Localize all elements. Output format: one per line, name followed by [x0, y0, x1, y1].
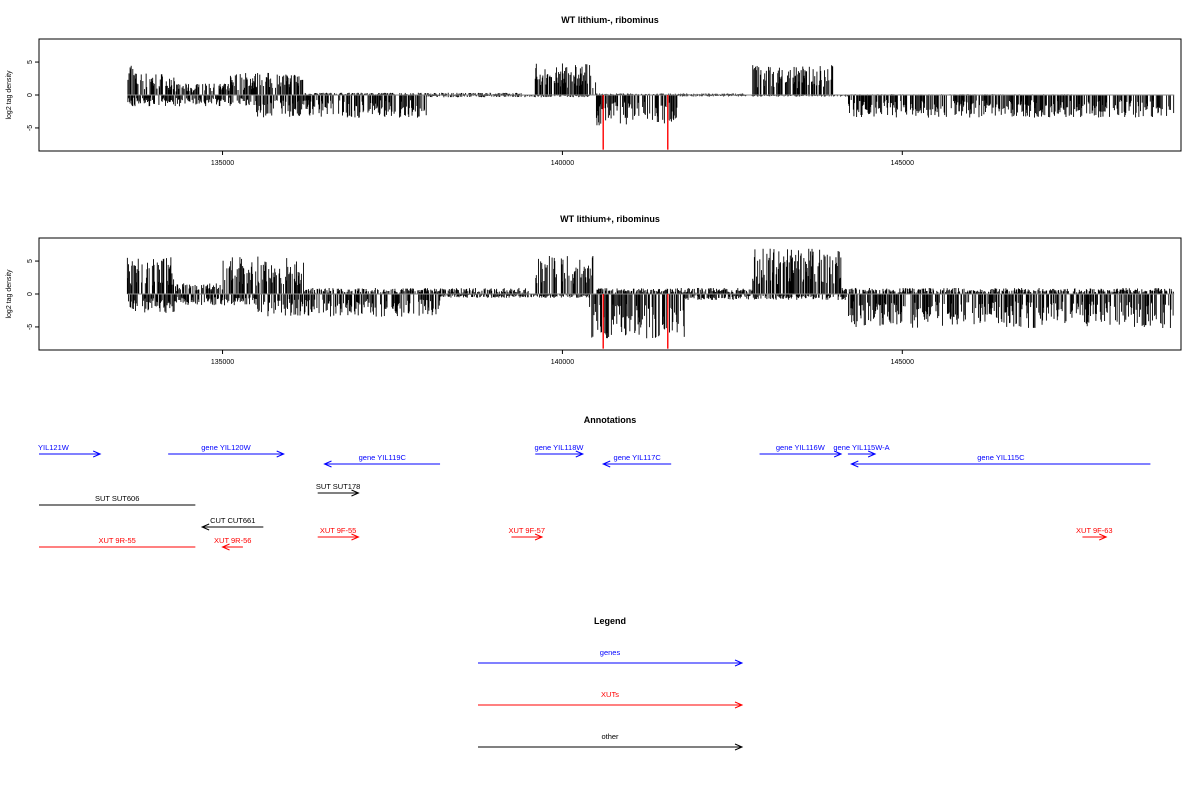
- feature-label: gene YIL117C: [614, 453, 662, 462]
- feature-label: gene YIL118W: [535, 443, 585, 452]
- feature-other: CUT CUT661: [200, 516, 264, 531]
- peak-group: [602, 95, 669, 150]
- x-tick-label: 145000: [891, 160, 914, 167]
- feature-label: XUT 9R-56: [214, 536, 251, 545]
- feature-label: gene YIL120W: [201, 443, 251, 452]
- feature-gene: gene YIL117C: [601, 453, 672, 468]
- legend-label: genes: [600, 648, 621, 657]
- y-tick-label: 0: [27, 292, 34, 296]
- y-axis: 5 0 -5: [27, 259, 39, 330]
- legend-item-xut: XUTs: [478, 690, 744, 709]
- feature-label: gene YIL115C: [977, 453, 1025, 462]
- feature-other: SUT SUT178: [316, 482, 360, 497]
- bar-group: [126, 248, 1174, 339]
- feature-gene: gene YIL118W: [535, 443, 585, 458]
- feature-label: XUT 9R-55: [98, 536, 135, 545]
- y-tick-label: 5: [27, 60, 34, 64]
- track-panel-lithium-plus: WT lithium+, ribominus 135000 140000 14500…: [6, 214, 1182, 366]
- y-tick-label: 5: [27, 259, 34, 263]
- feature-label: SUT SUT178: [316, 482, 360, 491]
- x-axis: 135000 140000 145000: [211, 350, 914, 366]
- feature-gene: gene YIL120W: [168, 443, 285, 458]
- panel-title: WT lithium+, ribominus: [560, 214, 660, 224]
- y-axis-label: log2 tag density: [6, 269, 13, 319]
- feature-gene: gene YIL115W-A: [833, 443, 890, 458]
- feature-label: SUT SUT606: [95, 494, 139, 503]
- feature-label: XUT 9F-57: [508, 526, 545, 535]
- feature-gene: gene YIL115C: [850, 453, 1151, 468]
- y-tick-label: -5: [27, 125, 34, 131]
- feature-label: YIL121W: [38, 443, 70, 452]
- legend-items: genes XUTs other: [478, 648, 744, 751]
- annotation-tracks: YIL121W gene YIL120W gene YIL119C gene YIL1…: [38, 443, 1151, 551]
- x-axis: 135000 140000 145000: [211, 151, 914, 167]
- annotations-panel: Annotations YIL121W gene YIL120W gene YIL1…: [38, 415, 1151, 551]
- legend-label: XUTs: [601, 690, 619, 699]
- y-tick-label: -5: [27, 324, 34, 330]
- legend: Legend genes XUTs other: [478, 616, 744, 751]
- x-tick-label: 145000: [891, 359, 914, 366]
- x-tick-label: 140000: [551, 160, 574, 167]
- bar-group: [127, 63, 1175, 126]
- x-tick-label: 135000: [211, 160, 234, 167]
- feature-xut: XUT 9R-55: [39, 536, 196, 548]
- y-axis: 5 0 -5: [27, 60, 39, 131]
- feature-label: CUT CUT661: [210, 516, 255, 525]
- feature-gene: gene YIL116W: [759, 443, 843, 458]
- y-tick-label: 0: [27, 93, 34, 97]
- annotations-title: Annotations: [584, 415, 637, 425]
- legend-item-other: other: [478, 732, 744, 751]
- feature-xut: XUT 9F-55: [317, 526, 360, 541]
- x-tick-label: 135000: [211, 359, 234, 366]
- track-panel-lithium-minus: WT lithium-, ribominus 135000 140000 14500…: [6, 15, 1182, 167]
- legend-title: Legend: [594, 616, 626, 626]
- feature-label: XUT 9F-55: [320, 526, 357, 535]
- legend-item-gene: genes: [478, 648, 744, 667]
- peak-group: [602, 294, 669, 349]
- feature-xut: XUT 9F-57: [508, 526, 545, 541]
- feature-gene: YIL121W: [38, 443, 102, 458]
- panel-title: WT lithium-, ribominus: [561, 15, 659, 25]
- feature-label: gene YIL115W-A: [833, 443, 889, 452]
- feature-label: gene YIL116W: [776, 443, 826, 452]
- feature-xut: XUT 9R-56: [214, 536, 251, 551]
- y-axis-label: log2 tag density: [6, 70, 13, 120]
- x-tick-label: 140000: [551, 359, 574, 366]
- legend-label: other: [601, 732, 619, 741]
- feature-gene: gene YIL119C: [323, 453, 441, 468]
- feature-xut: XUT 9F-63: [1076, 526, 1113, 541]
- feature-label: gene YIL119C: [359, 453, 407, 462]
- feature-other: SUT SUT606: [39, 494, 196, 506]
- feature-label: XUT 9F-63: [1076, 526, 1113, 535]
